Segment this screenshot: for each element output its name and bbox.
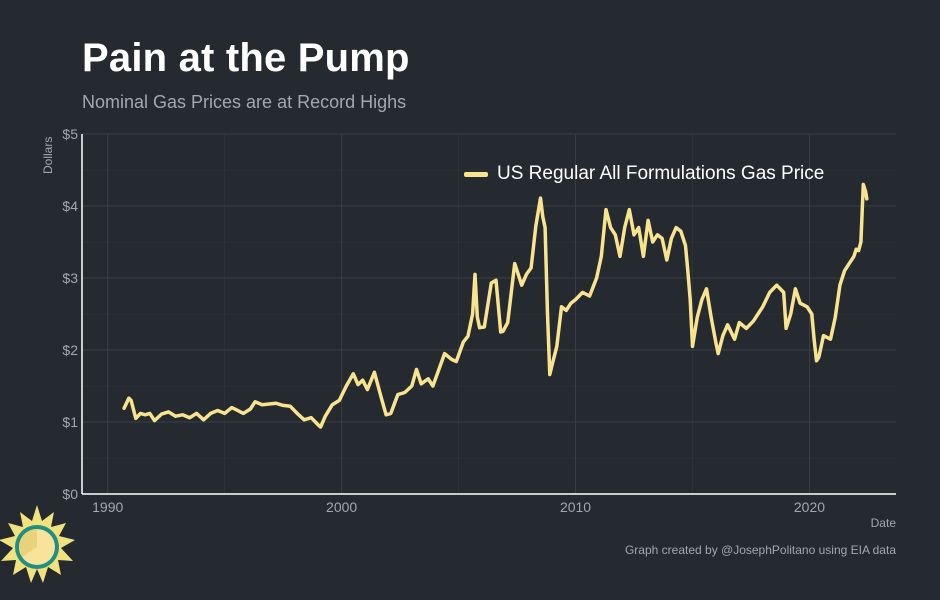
axes: [81, 134, 896, 495]
chart-subtitle: Nominal Gas Prices are at Record Highs: [82, 92, 407, 112]
legend-swatch: [464, 171, 488, 177]
x-tick-label: 1990: [92, 499, 123, 515]
source-caption: Graph created by @JosephPolitano using E…: [624, 543, 896, 557]
legend: US Regular All Formulations Gas Price: [464, 163, 824, 185]
minor-gridlines: [82, 134, 896, 494]
x-tick-label: 2000: [326, 499, 357, 515]
chart-title: Pain at the Pump: [82, 36, 410, 80]
y-tick-label: $3: [62, 270, 78, 286]
tick-labels: $0 $1 $2 $3 $4 $5 1990 2000 2010 2020: [62, 126, 825, 515]
y-tick-label: $0: [62, 486, 78, 502]
sun-shade: [18, 528, 37, 557]
legend-label: US Regular All Formulations Gas Price: [497, 163, 825, 184]
y-axis-label: Dollars: [41, 136, 55, 174]
series-layer: [122, 182, 869, 429]
major-gridlines: [82, 133, 896, 495]
x-tick-label: 2020: [794, 499, 825, 515]
sun-logo-icon: [0, 505, 75, 583]
y-tick-label: $4: [62, 198, 78, 214]
y-tick-label: $5: [62, 126, 78, 142]
series-line: [122, 182, 869, 429]
x-tick-label: 2010: [560, 499, 591, 515]
y-tick-label: $2: [62, 342, 78, 358]
x-axis-label: Date: [870, 516, 896, 530]
y-tick-label: $1: [62, 414, 78, 430]
